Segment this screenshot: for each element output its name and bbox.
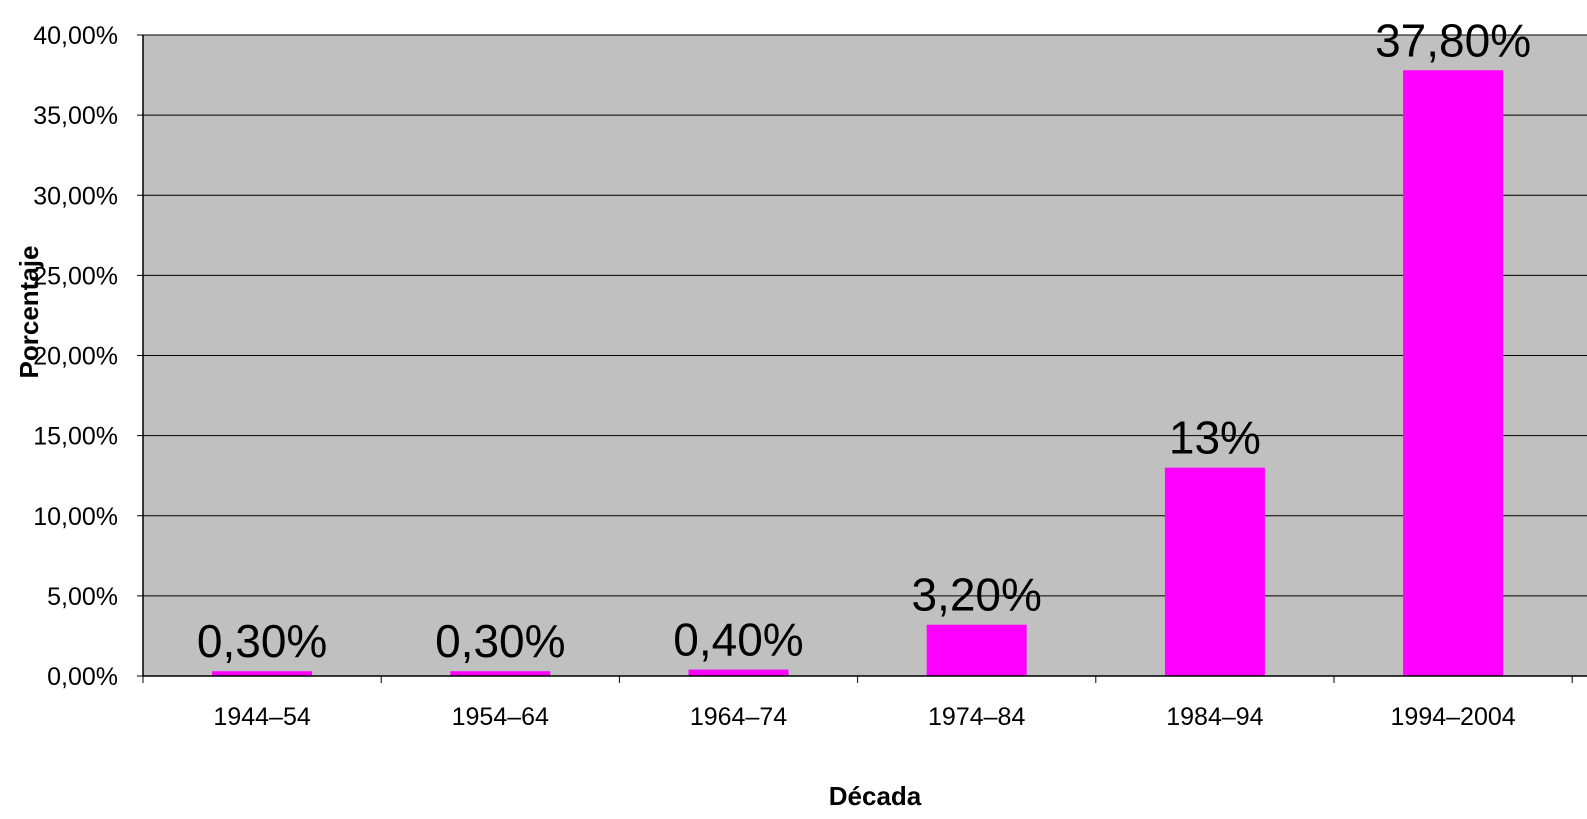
y-axis-title: Porcentaje	[14, 246, 44, 379]
x-axis-title: Década	[829, 781, 922, 811]
y-tick-label: 30,00%	[33, 182, 118, 210]
x-tick-label: 1984–94	[1166, 703, 1263, 731]
data-label: 37,80%	[1375, 14, 1531, 66]
y-tick-label: 15,00%	[33, 423, 118, 451]
bar-2	[450, 671, 551, 676]
x-tick-label: 1964–74	[690, 703, 787, 731]
y-tick-label: 0,00%	[47, 663, 118, 691]
data-label: 0,30%	[197, 615, 327, 667]
bars	[212, 70, 1504, 676]
y-tick-labels: 0,00% 5,00% 10,00% 15,00% 20,00% 25,00% 30,00%…	[33, 22, 118, 691]
bar-4	[926, 624, 1027, 676]
y-tick-label: 20,00%	[33, 343, 118, 371]
bar-3	[688, 669, 789, 676]
bar-6	[1403, 70, 1504, 676]
y-tick-label: 5,00%	[47, 583, 118, 611]
y-tick-label: 10,00%	[33, 503, 118, 531]
x-tick-label: 1954–64	[452, 703, 549, 731]
x-tick-label: 1974–84	[928, 703, 1025, 731]
bar-5	[1164, 467, 1265, 676]
y-tick-label: 40,00%	[33, 22, 118, 50]
x-tick-label: 1994–2004	[1391, 703, 1516, 731]
data-label: 0,30%	[435, 615, 565, 667]
x-tick-labels: 1944–54 1954–64 1964–74 1974–84 1984–94 1994–…	[213, 703, 1515, 731]
y-tick-label: 25,00%	[33, 262, 118, 290]
gridlines	[143, 34, 1587, 597]
y-tick-label: 35,00%	[33, 102, 118, 130]
data-label: 3,20%	[911, 569, 1041, 621]
axes	[137, 34, 1587, 683]
data-labels: 0,30% 0,30% 0,40% 3,20% 13% 37,80%	[197, 14, 1531, 667]
data-label: 0,40%	[673, 614, 803, 666]
x-tick-label: 1944–54	[213, 703, 310, 731]
bar-1	[212, 671, 313, 676]
data-label: 13%	[1169, 412, 1261, 464]
